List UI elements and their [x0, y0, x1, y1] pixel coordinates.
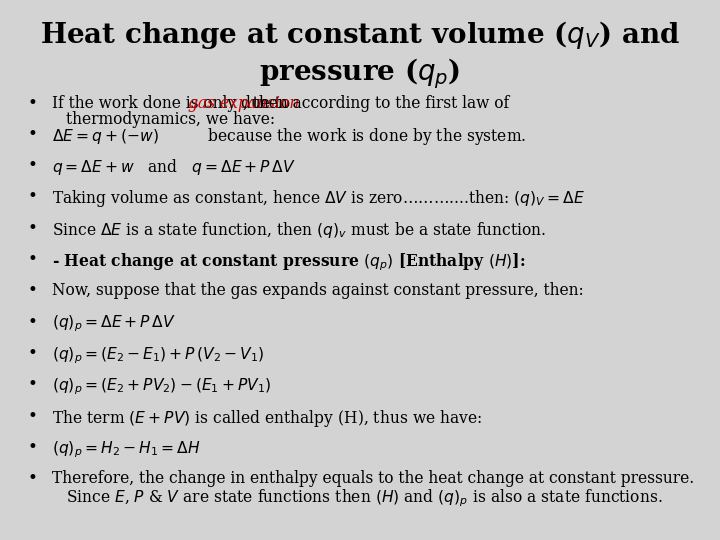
Text: •: • [27, 251, 37, 268]
Text: Now, suppose that the gas expands against constant pressure, then:: Now, suppose that the gas expands agains… [52, 282, 584, 299]
Text: $(q)_p = (E_2 -E_1) + P\,(V_2 - V_1)$: $(q)_p = (E_2 -E_1) + P\,(V_2 - V_1)$ [52, 345, 264, 366]
Text: •: • [27, 439, 37, 456]
Text: Therefore, the change in enthalpy equals to the heat change at constant pressure: Therefore, the change in enthalpy equals… [52, 470, 694, 487]
Text: $(q)_p = (E_2 + PV_2) - (E_1 + PV_1)$: $(q)_p = (E_2 + PV_2) - (E_1 + PV_1)$ [52, 376, 271, 397]
Text: •: • [27, 314, 37, 330]
Text: •: • [27, 157, 37, 174]
Text: •: • [27, 188, 37, 205]
Text: thermodynamics, we have:: thermodynamics, we have: [66, 111, 275, 128]
Text: If the work done is only due to: If the work done is only due to [52, 94, 295, 111]
Text: Since $E$, $P$ & $V$ are state functions then $(H)$ and $(q)_p$ is also a state : Since $E$, $P$ & $V$ are state functions… [66, 487, 663, 509]
Text: - Heat change at constant pressure $(q_p)$ [Enthalpy $(H)$]:: - Heat change at constant pressure $(q_p… [52, 251, 526, 273]
Text: pressure ($q_p$): pressure ($q_p$) [259, 57, 461, 91]
Text: $\Delta E = q + (- w)$          because the work is done by the system.: $\Delta E = q + (- w)$ because the work … [52, 126, 526, 147]
Text: , then according to the first law of: , then according to the first law of [243, 94, 509, 111]
Text: $(q)_p = \Delta E + P\,\Delta V$: $(q)_p = \Delta E + P\,\Delta V$ [52, 314, 176, 334]
Text: Heat change at constant volume ($q_V$) and: Heat change at constant volume ($q_V$) a… [40, 19, 680, 51]
Text: $(q)_p = H_2 - H_1 = \Delta H$: $(q)_p = H_2 - H_1 = \Delta H$ [52, 439, 200, 460]
Text: •: • [27, 126, 37, 143]
Text: •: • [27, 94, 37, 111]
Text: Taking volume as constant, hence $\Delta V$ is zero………....then: $(q)_V = \Delta : Taking volume as constant, hence $\Delta… [52, 188, 585, 210]
Text: gas expansion: gas expansion [188, 94, 299, 111]
Text: •: • [27, 220, 37, 237]
Text: The term $(E + PV)$ is called enthalpy (H), thus we have:: The term $(E + PV)$ is called enthalpy (… [52, 408, 482, 429]
Text: •: • [27, 408, 37, 424]
Text: $q = \Delta E + w$   and   $q = \Delta E + P\,\Delta V$: $q = \Delta E + w$ and $q = \Delta E + P… [52, 157, 296, 177]
Text: •: • [27, 282, 37, 299]
Text: •: • [27, 470, 37, 487]
Text: Since $\Delta E$ is a state function, then $(q)_v$ must be a state function.: Since $\Delta E$ is a state function, th… [52, 220, 546, 240]
Text: •: • [27, 345, 37, 362]
Text: •: • [27, 376, 37, 393]
